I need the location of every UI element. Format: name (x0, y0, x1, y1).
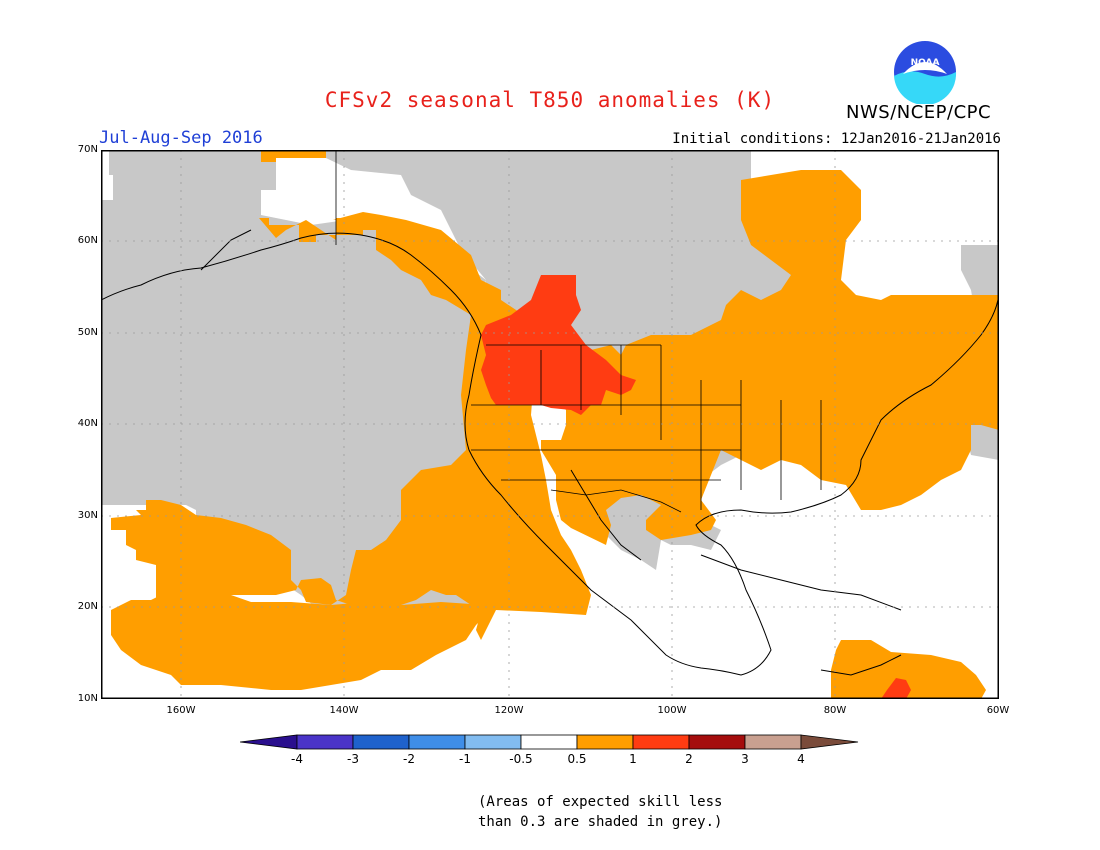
lat-label-30n: 30N (77, 510, 98, 521)
lon-label-100w: 100W (657, 705, 687, 716)
colorbar-tick-label: 0.5 (567, 752, 587, 766)
lon-label-80w: 80W (823, 705, 847, 716)
lat-label-10n: 10N (77, 693, 98, 704)
colorbar-tick-label: -2 (403, 752, 415, 766)
colorbar-tick-label: 4 (797, 752, 805, 766)
agency-label: NWS/NCEP/CPC (846, 102, 992, 123)
colorbar-cell (352, 734, 410, 750)
map-title: CFSv2 seasonal T850 anomalies (K) (324, 88, 776, 112)
colorbar-tick-label: -3 (347, 752, 359, 766)
noaa-logo: NOAA (894, 41, 957, 104)
colorbar-cell (632, 734, 690, 750)
colorbar-cell (464, 734, 522, 750)
colorbar-cell (744, 734, 802, 750)
skill-note-line-2: than 0.3 are shaded in grey.) (478, 814, 723, 830)
borders (335, 150, 822, 513)
colorbar-tick-label: -0.5 (509, 752, 533, 766)
coastlines (101, 229, 999, 676)
lon-label-120w: 120W (494, 705, 524, 716)
colorbar-cell (408, 734, 466, 750)
colorbar-cell (688, 734, 746, 750)
colorbar-tick-label: 2 (685, 752, 693, 766)
lon-label-160w: 160W (166, 705, 196, 716)
lon-label-60w: 60W (986, 705, 1010, 716)
colorbar-arrow-high (800, 734, 859, 750)
colorbar-tick-label: -4 (291, 752, 303, 766)
colorbar-cell (576, 734, 634, 750)
lat-label-50n: 50N (77, 327, 98, 338)
period-label: Jul-Aug-Sep 2016 (99, 128, 263, 148)
initial-conditions-label: Initial conditions: 12Jan2016-21Jan2016 (672, 131, 1001, 147)
colorbar-tick-label: -1 (459, 752, 471, 766)
colorbar-cell (520, 734, 578, 750)
lat-label-40n: 40N (77, 418, 98, 429)
colorbar-cell (296, 734, 354, 750)
lon-label-140w: 140W (329, 705, 359, 716)
skill-note: (Areas of expected skill less than 0.3 a… (478, 792, 722, 832)
graticule (101, 150, 999, 699)
skill-note-line-1: (Areas of expected skill less (478, 794, 723, 810)
lat-label-70n: 70N (77, 144, 98, 155)
colorbar-tick-label: 1 (629, 752, 637, 766)
positive-anomaly-orange (111, 150, 999, 699)
lat-label-20n: 20N (77, 601, 98, 612)
colorbar-arrow-low (240, 734, 298, 750)
anomaly-map (101, 150, 999, 699)
logo-text: NOAA (911, 58, 940, 68)
lat-label-60n: 60N (77, 235, 98, 246)
colorbar (240, 734, 859, 750)
colorbar-tick-label: 3 (741, 752, 749, 766)
